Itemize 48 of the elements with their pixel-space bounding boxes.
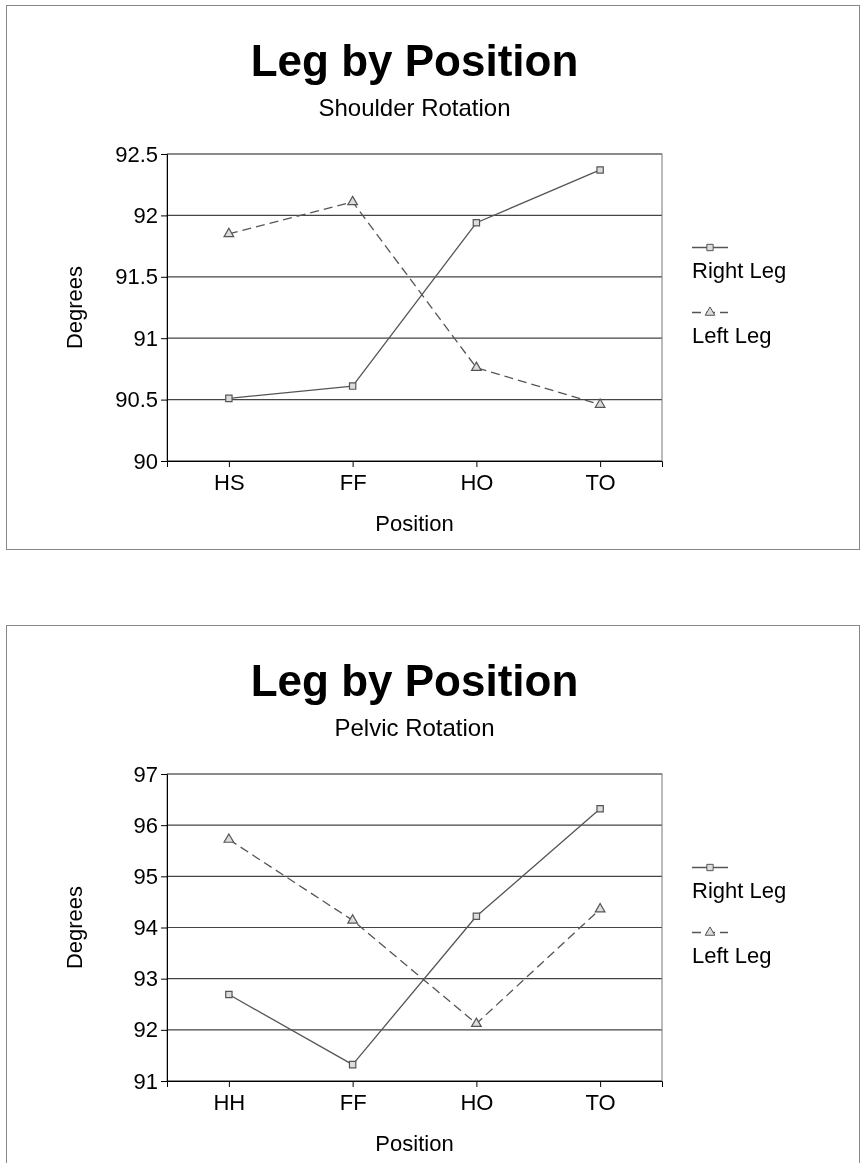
y-tick-label: 95 xyxy=(133,863,158,889)
point xyxy=(596,166,604,174)
chart-title: Leg by Position xyxy=(250,656,579,705)
y-tick-label: 90.5 xyxy=(115,387,158,413)
x-tick-label: TO xyxy=(585,1089,616,1115)
chart-subtitle: Pelvic Rotation xyxy=(334,714,495,741)
x-axis-title: Position xyxy=(375,511,454,536)
y-axis-title: Degrees xyxy=(62,265,87,350)
point xyxy=(347,914,359,924)
chart-title: Leg by Position xyxy=(250,36,579,85)
legend-label: Left Leg xyxy=(692,942,772,968)
y-tick-label: 93 xyxy=(133,966,158,992)
x-tick-label: HS xyxy=(214,469,245,495)
point xyxy=(594,398,606,408)
y-tick-label: 90 xyxy=(133,448,158,474)
y-tick-label: 92 xyxy=(133,202,158,228)
y-tick-label: 92.5 xyxy=(115,141,158,167)
point xyxy=(347,195,359,206)
y-tick-label: 94 xyxy=(133,915,158,941)
point xyxy=(472,219,481,227)
y-tick-label: 96 xyxy=(133,812,158,838)
y-tick-label: 91 xyxy=(133,325,158,351)
point xyxy=(225,990,233,999)
point xyxy=(594,902,606,913)
x-tick-label: HO xyxy=(460,469,494,495)
chart-subtitle: Shoulder Rotation xyxy=(318,94,511,121)
x-tick-label: FF xyxy=(339,469,367,495)
point xyxy=(223,833,235,843)
point xyxy=(348,382,357,390)
point xyxy=(223,227,235,238)
x-tick-label: HO xyxy=(460,1089,494,1115)
y-tick-label: 91.5 xyxy=(115,264,158,290)
y-tick-label: 91 xyxy=(133,1068,158,1094)
legend-label: Left Leg xyxy=(692,322,772,348)
legend-label: Right Leg xyxy=(692,257,787,283)
y-tick-label: 92 xyxy=(133,1017,158,1043)
x-tick-label: FF xyxy=(339,1089,367,1115)
x-tick-label: TO xyxy=(585,469,616,495)
point xyxy=(472,912,481,921)
point xyxy=(225,394,233,403)
x-axis-title: Position xyxy=(375,1131,454,1156)
y-axis-title: Degrees xyxy=(62,885,87,970)
y-tick-label: 97 xyxy=(133,761,158,787)
point xyxy=(470,1017,482,1028)
point xyxy=(596,805,604,813)
x-tick-label: HH xyxy=(213,1089,246,1115)
point xyxy=(470,361,482,372)
legend-label: Right Leg xyxy=(692,877,787,903)
